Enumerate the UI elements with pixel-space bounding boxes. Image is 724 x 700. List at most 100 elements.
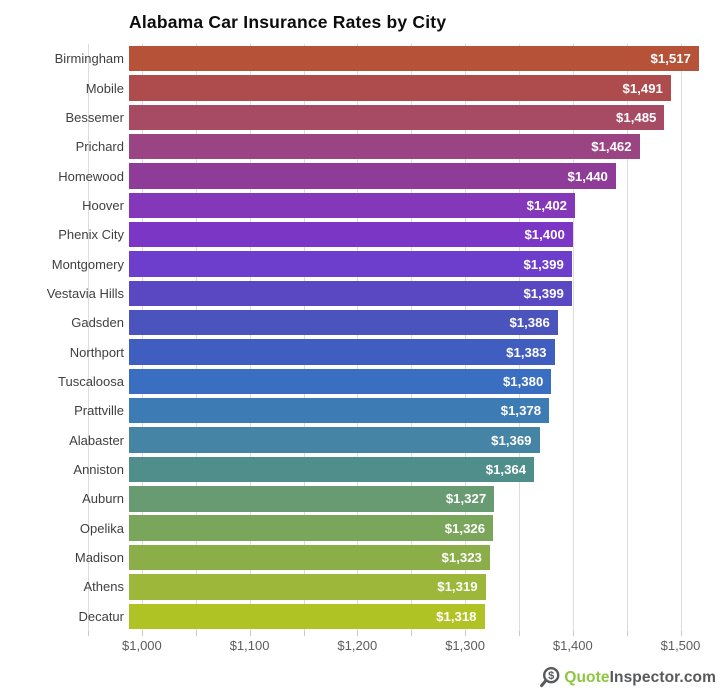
bar-value-label: $1,386 <box>509 315 550 331</box>
bar: $1,402 <box>129 192 575 219</box>
gridline <box>195 44 197 631</box>
gridline <box>680 44 682 631</box>
city-label: Homewood <box>58 168 124 184</box>
bar-row: Mobile $1,491 <box>0 73 724 102</box>
bar: $1,383 <box>129 339 555 365</box>
bar: $1,364 <box>129 456 535 483</box>
city-label: Gadsden <box>71 315 124 331</box>
bar-value-label: $1,383 <box>506 344 547 360</box>
gridline <box>141 44 143 631</box>
bar-row: Anniston $1,364 <box>0 455 724 484</box>
axis-tick <box>465 631 467 636</box>
gridline <box>357 44 359 631</box>
bar-value-label: $1,399 <box>523 285 564 301</box>
bar-row: Decatur $1,318 <box>0 602 724 631</box>
bar: $1,440 <box>129 163 616 189</box>
city-label: Birmingham <box>54 51 124 67</box>
svg-text:$: $ <box>548 670 554 682</box>
bar-row: Homewood $1,440 <box>0 161 724 190</box>
bar: $1,399 <box>129 251 572 277</box>
axis-tick <box>357 631 359 636</box>
axis-tick <box>88 631 89 636</box>
bar: $1,386 <box>129 310 558 336</box>
bar-value-label: $1,400 <box>524 227 565 243</box>
bar-row: Phenix City $1,400 <box>0 220 724 249</box>
bar: $1,319 <box>129 574 486 600</box>
bar: $1,326 <box>129 515 494 541</box>
gridline <box>303 44 305 631</box>
city-label: Tuscaloosa <box>58 373 124 389</box>
brand-secondary-text: Inspector.com <box>609 669 716 686</box>
bar-value-label: $1,491 <box>622 80 663 96</box>
x-tick-label: $1,400 <box>552 638 593 653</box>
gridline <box>518 44 520 631</box>
bar-value-label: $1,440 <box>567 168 608 184</box>
city-label: Bessemer <box>65 109 124 125</box>
bar-value-label: $1,327 <box>445 491 487 507</box>
bar-row: Alabaster $1,369 <box>0 425 724 454</box>
bar-value-label: $1,378 <box>500 403 542 419</box>
city-label: Anniston <box>73 461 124 477</box>
city-label: Vestavia Hills <box>46 285 124 301</box>
city-label: Prichard <box>75 139 124 155</box>
bar-row: Gadsden $1,386 <box>0 308 724 337</box>
gridline <box>572 44 574 631</box>
bar-row: Prattville $1,378 <box>0 396 724 425</box>
gridline <box>88 44 89 631</box>
bar-row: Auburn $1,327 <box>0 484 724 513</box>
bar-value-label: $1,369 <box>491 432 532 448</box>
city-label: Hoover <box>82 197 124 213</box>
x-tick-label: $1,000 <box>122 638 162 653</box>
city-label: Madison <box>74 550 124 566</box>
city-label: Prattville <box>74 403 124 419</box>
axis-tick <box>572 631 574 636</box>
city-label: Montgomery <box>51 256 124 272</box>
bar: $1,400 <box>129 222 573 248</box>
bar: $1,380 <box>129 368 552 395</box>
axis-tick <box>195 631 197 636</box>
brand-primary-text: Quote <box>564 669 610 686</box>
bar-row: Montgomery $1,399 <box>0 249 724 278</box>
bar-value-label: $1,326 <box>444 520 486 536</box>
bar-value-label: $1,402 <box>526 197 567 213</box>
axis-tick <box>249 631 251 636</box>
bar-row: Madison $1,323 <box>0 543 724 572</box>
gridline <box>411 44 413 631</box>
bar-row: Prichard $1,462 <box>0 132 724 161</box>
city-label: Alabaster <box>69 432 124 448</box>
city-label: Auburn <box>82 491 124 507</box>
axis-tick <box>518 631 520 636</box>
city-label: Mobile <box>85 80 124 96</box>
axis-tick <box>303 631 305 636</box>
bar-row: Tuscaloosa $1,380 <box>0 367 724 396</box>
bar-row: Bessemer $1,485 <box>0 103 724 132</box>
city-label: Opelika <box>79 520 124 536</box>
bar-value-label: $1,380 <box>502 373 544 389</box>
bar-row: Birmingham $1,517 <box>0 44 724 73</box>
brand-text: QuoteInspector.com <box>564 669 716 687</box>
bar-row: Athens $1,319 <box>0 572 724 601</box>
x-tick-label: $1,500 <box>660 638 701 653</box>
gridline <box>626 44 628 631</box>
gridline <box>249 44 251 631</box>
bar-value-label: $1,485 <box>616 109 657 125</box>
bar-row: Vestavia Hills $1,399 <box>0 279 724 308</box>
axis-tick <box>141 631 143 636</box>
bar: $1,491 <box>129 75 671 101</box>
city-label: Northport <box>69 344 124 360</box>
bar: $1,485 <box>129 104 665 131</box>
bar: $1,399 <box>129 280 572 307</box>
axis-tick <box>626 631 628 636</box>
bar-value-label: $1,318 <box>436 608 477 624</box>
chart-title: Alabama Car Insurance Rates by City <box>129 12 447 32</box>
magnifier-dollar-icon: $ <box>540 666 560 688</box>
bar-rows: Birmingham $1,517 Mobile $1,491 Bessemer $1,4… <box>0 44 724 631</box>
bar: $1,323 <box>129 544 490 571</box>
bar: $1,462 <box>129 134 640 160</box>
bar: $1,378 <box>129 398 550 424</box>
bar-value-label: $1,462 <box>591 139 632 155</box>
axis-tick <box>680 631 682 636</box>
bar-row: Hoover $1,402 <box>0 191 724 220</box>
brand-watermark: $ QuoteInspector.com <box>539 665 716 691</box>
